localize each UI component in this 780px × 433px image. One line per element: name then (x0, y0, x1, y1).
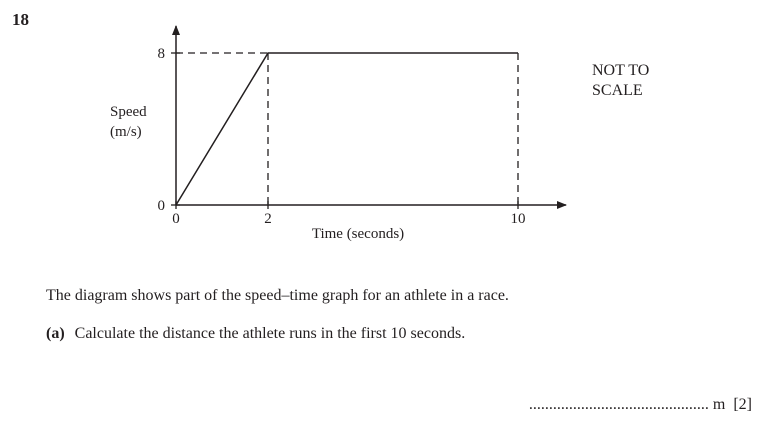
speed-line (175, 52, 518, 206)
guide-lines (176, 52, 519, 205)
note-line-1: NOT TO (592, 62, 650, 79)
question-number: 18 (12, 10, 29, 29)
x-tick-label-2: 2 (264, 211, 272, 227)
answer-dots: ........................................… (528, 396, 709, 413)
y-axis-label-line-1: Speed (110, 104, 147, 120)
x-tick-label-0: 0 (172, 211, 180, 227)
not-to-scale-note: NOT TO SCALE (592, 61, 649, 101)
axis-labels: 0 2 10 0 8 Time (seconds) Speed (m/s) (110, 46, 526, 242)
part-a: (a) Calculate the distance the athlete ru… (46, 325, 465, 343)
part-a-text: Calculate the distance the athlete runs … (74, 325, 466, 342)
series-group (175, 52, 519, 206)
axis-ticks (171, 52, 519, 209)
x-tick-label-10: 10 (511, 211, 526, 227)
note-line-2: SCALE (592, 82, 643, 99)
y-tick-label-8: 8 (158, 46, 166, 62)
y-tick-label-0: 0 (158, 198, 166, 214)
y-axis-label-line-2: (m/s) (110, 124, 142, 140)
answer-unit: m (712, 396, 726, 413)
marks: [2] (733, 396, 752, 413)
question-description: The diagram shows part of the speed–time… (46, 287, 509, 304)
x-axis-label: Time (seconds) (312, 226, 404, 242)
part-a-label: (a) (46, 325, 65, 342)
answer-line: ........................................… (529, 396, 752, 414)
